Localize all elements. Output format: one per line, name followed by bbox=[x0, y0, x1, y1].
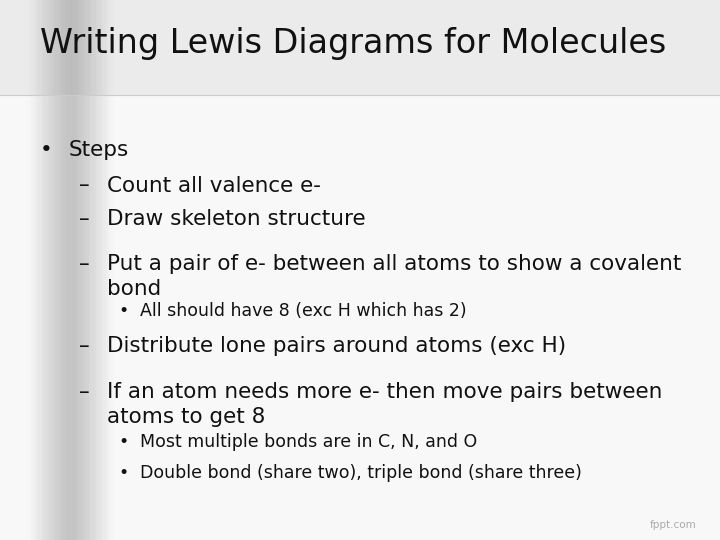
Text: Double bond (share two), triple bond (share three): Double bond (share two), triple bond (sh… bbox=[140, 464, 582, 482]
Bar bbox=[106, 0, 117, 540]
Bar bbox=[65, 0, 77, 540]
Text: Draw skeleton structure: Draw skeleton structure bbox=[107, 209, 365, 229]
Bar bbox=[17, 0, 29, 540]
Bar bbox=[135, 0, 146, 540]
Bar bbox=[130, 0, 142, 540]
Text: Most multiple bonds are in C, N, and O: Most multiple bonds are in C, N, and O bbox=[140, 433, 477, 451]
Bar bbox=[29, 0, 41, 540]
Bar bbox=[101, 0, 113, 540]
Bar bbox=[132, 0, 144, 540]
Text: –: – bbox=[79, 336, 90, 356]
Bar bbox=[36, 0, 48, 540]
Text: •: • bbox=[119, 302, 129, 320]
Bar bbox=[12, 0, 24, 540]
Bar bbox=[86, 0, 99, 540]
Text: Writing Lewis Diagrams for Molecules: Writing Lewis Diagrams for Molecules bbox=[40, 26, 666, 60]
Bar bbox=[45, 0, 58, 540]
Bar bbox=[113, 0, 125, 540]
Bar bbox=[38, 0, 50, 540]
Bar bbox=[110, 0, 122, 540]
Bar bbox=[7, 0, 19, 540]
Bar bbox=[103, 0, 115, 540]
Bar bbox=[34, 0, 45, 540]
Bar bbox=[48, 0, 60, 540]
Bar bbox=[72, 0, 84, 540]
Bar bbox=[27, 0, 38, 540]
Bar bbox=[43, 0, 55, 540]
Bar bbox=[96, 0, 108, 540]
Bar bbox=[31, 0, 43, 540]
Text: All should have 8 (exc H which has 2): All should have 8 (exc H which has 2) bbox=[140, 302, 467, 320]
Bar bbox=[41, 0, 53, 540]
Text: Count all valence e-: Count all valence e- bbox=[107, 176, 320, 195]
Bar bbox=[9, 0, 22, 540]
Bar bbox=[22, 0, 34, 540]
Bar bbox=[115, 0, 127, 540]
Text: •: • bbox=[40, 140, 53, 160]
Bar bbox=[5, 0, 17, 540]
Bar bbox=[142, 0, 153, 540]
Bar bbox=[67, 0, 79, 540]
Bar bbox=[108, 0, 120, 540]
Bar bbox=[91, 0, 103, 540]
Bar bbox=[58, 0, 70, 540]
Bar bbox=[74, 0, 86, 540]
Text: Put a pair of e- between all atoms to show a covalent
bond: Put a pair of e- between all atoms to sh… bbox=[107, 254, 681, 299]
Text: –: – bbox=[79, 254, 90, 274]
Text: –: – bbox=[79, 382, 90, 402]
Bar bbox=[81, 0, 94, 540]
Bar bbox=[24, 0, 36, 540]
Bar bbox=[84, 0, 96, 540]
Bar bbox=[79, 0, 91, 540]
Bar bbox=[137, 0, 149, 540]
Bar bbox=[60, 0, 72, 540]
Bar bbox=[122, 0, 135, 540]
Bar bbox=[117, 0, 130, 540]
Bar bbox=[0, 94, 720, 540]
Bar bbox=[0, 0, 12, 540]
Bar bbox=[94, 0, 106, 540]
Bar bbox=[127, 0, 139, 540]
Text: •: • bbox=[119, 433, 129, 451]
Bar bbox=[2, 0, 14, 540]
Bar bbox=[99, 0, 110, 540]
Text: •: • bbox=[119, 464, 129, 482]
Bar bbox=[19, 0, 31, 540]
Bar bbox=[70, 0, 81, 540]
Bar bbox=[14, 0, 27, 540]
Bar bbox=[139, 0, 151, 540]
Text: –: – bbox=[79, 176, 90, 195]
Bar bbox=[50, 0, 63, 540]
Bar bbox=[89, 0, 101, 540]
Bar bbox=[63, 0, 74, 540]
Text: fppt.com: fppt.com bbox=[650, 520, 697, 530]
Text: Distribute lone pairs around atoms (exc H): Distribute lone pairs around atoms (exc … bbox=[107, 336, 566, 356]
Text: If an atom needs more e- then move pairs between
atoms to get 8: If an atom needs more e- then move pairs… bbox=[107, 382, 662, 427]
Bar bbox=[55, 0, 67, 540]
Bar bbox=[53, 0, 65, 540]
Bar bbox=[77, 0, 89, 540]
Bar bbox=[120, 0, 132, 540]
Text: Steps: Steps bbox=[68, 140, 129, 160]
Bar bbox=[125, 0, 137, 540]
Text: –: – bbox=[79, 209, 90, 229]
Bar bbox=[0, 0, 720, 94]
